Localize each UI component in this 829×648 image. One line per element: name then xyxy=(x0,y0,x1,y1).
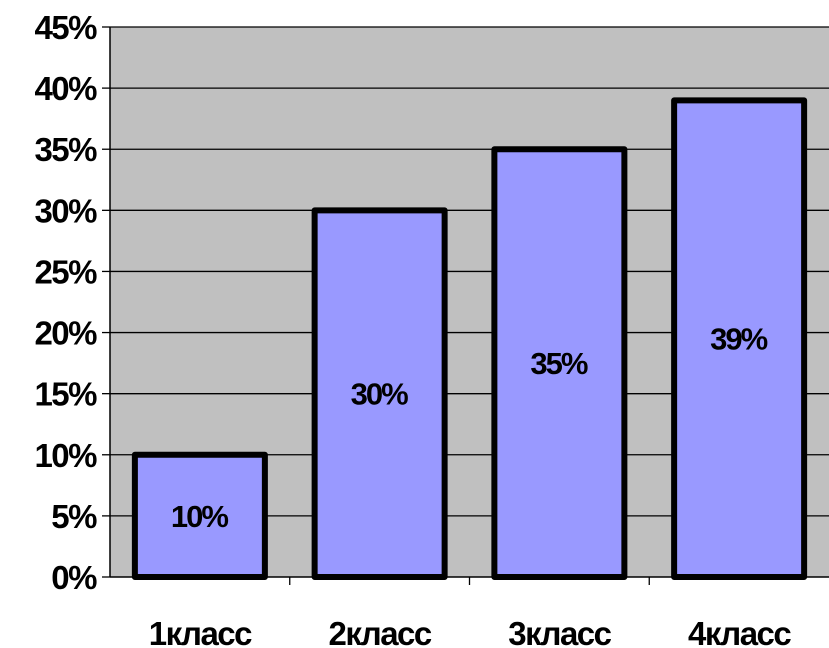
bar-data-label: 39% xyxy=(710,322,767,357)
bar-data-label: 30% xyxy=(351,377,408,412)
y-tick-label: 40% xyxy=(34,70,97,107)
y-tick-label: 15% xyxy=(34,376,97,413)
y-tick-label: 45% xyxy=(34,9,97,46)
x-axis-category-labels: 1класс 2класс 3класс 4класс xyxy=(149,615,793,648)
bar-data-label: 35% xyxy=(530,346,587,381)
y-tick-label: 0% xyxy=(51,559,97,596)
y-tick-label: 25% xyxy=(34,253,97,290)
x-category-label: 4класс xyxy=(688,615,791,648)
bar xyxy=(131,451,268,580)
x-category-label: 1класс xyxy=(149,615,252,648)
x-category-label: 2класс xyxy=(328,615,431,648)
y-tick-label: 10% xyxy=(34,437,97,474)
axes xyxy=(102,26,829,585)
y-tick-label: 35% xyxy=(34,131,97,168)
y-tick-label: 20% xyxy=(34,315,97,352)
bar xyxy=(671,97,808,580)
y-axis-tick-labels: 0% 5% 10% 15% 20% 25% 30% 35% 40% 45% xyxy=(34,9,98,596)
bar xyxy=(311,207,448,580)
bars xyxy=(131,97,808,580)
data-labels: 10% 30% 35% 39% xyxy=(171,322,770,534)
y-tick-label: 5% xyxy=(51,498,97,535)
bar-data-label: 10% xyxy=(171,499,228,534)
y-tick-label: 30% xyxy=(34,192,97,229)
x-category-label: 3класс xyxy=(508,615,611,648)
